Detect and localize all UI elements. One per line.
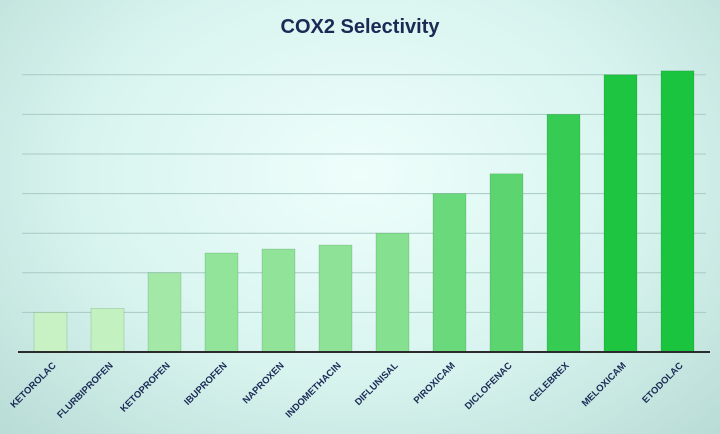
category-label: NAPROXEN	[241, 360, 287, 406]
bar-meloxicam	[604, 75, 637, 352]
bar-etodolac	[661, 71, 694, 352]
gridlines	[22, 75, 706, 313]
category-label: INDOMETHACIN	[284, 360, 344, 420]
category-label: DIFLUNISAL	[353, 360, 401, 408]
bar-diflunisal	[376, 233, 409, 352]
category-label: PIROXICAM	[412, 360, 458, 406]
bar-flurbiprofen	[91, 308, 124, 352]
category-label: MELOXICAM	[580, 360, 629, 409]
category-label: KETOPROFEN	[118, 360, 172, 414]
category-label: KETOROLAC	[8, 360, 58, 410]
category-label: DICLOFENAC	[463, 360, 515, 412]
category-label: CELEBREX	[527, 360, 572, 405]
bar-ketorolac	[34, 312, 67, 352]
category-label: ETODOLAC	[640, 360, 685, 405]
bar-ketoprofen	[148, 273, 181, 352]
bar-celebrex	[547, 114, 580, 352]
chart-title: COX2 Selectivity	[281, 16, 441, 38]
bar-diclofenac	[490, 174, 523, 352]
category-label: IBUPROFEN	[182, 360, 229, 407]
bars	[34, 71, 694, 352]
category-label: FLURBIPROFEN	[55, 360, 115, 420]
bar-ibuprofen	[205, 253, 238, 352]
bar-indomethacin	[319, 245, 352, 352]
bar-naproxen	[262, 249, 295, 352]
bar-piroxicam	[433, 194, 466, 352]
